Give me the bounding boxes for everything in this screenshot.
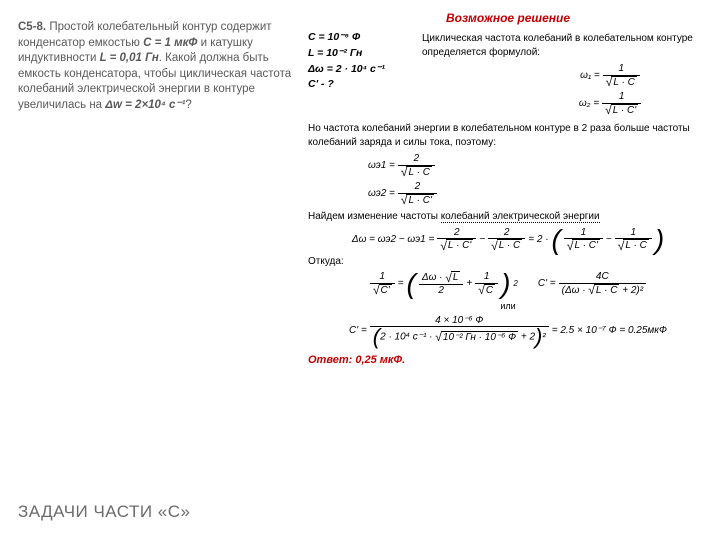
formula: ω₁ = 1√L · C ω₂ = 1√L · C' [512, 63, 708, 116]
formula: C' = 4 × 10⁻⁶ Ф (2 · 10⁴ c⁻¹ · √10⁻² Гн … [308, 315, 708, 347]
problem-text: С5-8. Простой колебательный контур содер… [18, 20, 293, 113]
given-line: C = 10⁻⁶ Ф [308, 30, 408, 46]
formula: 1√C' = ( Δω · √L2 + 1√C )2 C' = 4C(Δω · … [308, 271, 708, 296]
problem-tag: С5-8. [18, 21, 46, 33]
formula: Δω = ωэ2 − ωэ1 = 2√L · C' − 2√L · C = 2 … [308, 227, 708, 252]
solution-para: Откуда: [308, 255, 708, 269]
given-line: C' - ? [308, 77, 408, 93]
solution-para: Циклическая частота колебаний в колебате… [422, 32, 708, 59]
answer: Ответ: 0,25 мкФ. [308, 353, 708, 368]
solution-column: Возможное решение C = 10⁻⁶ Ф L = 10⁻² Гн… [308, 10, 708, 368]
solution-para: Но частота колебаний энергии в колебател… [308, 122, 708, 149]
given-line: Δω = 2 · 10⁴ c⁻¹ [308, 62, 408, 78]
problem-column: С5-8. Простой колебательный контур содер… [18, 20, 293, 113]
given-line: L = 10⁻² Гн [308, 46, 408, 62]
or-label: или [308, 300, 708, 312]
solution-para: Найдем изменение частоты колебаний элект… [308, 210, 708, 224]
section-title: ЗАДАЧИ ЧАСТИ «С» [18, 502, 191, 522]
given-block: C = 10⁻⁶ Ф L = 10⁻² Гн Δω = 2 · 10⁴ c⁻¹ … [308, 30, 408, 120]
formula: ωэ1 = 2√L · C ωэ2 = 2√L · C' [368, 153, 708, 206]
solution-title: Возможное решение [308, 10, 708, 26]
